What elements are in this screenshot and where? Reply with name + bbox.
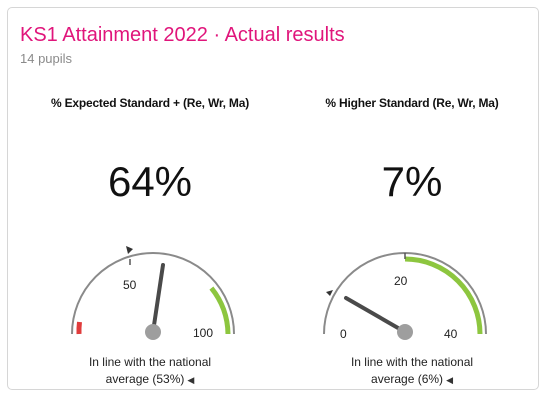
gauge-arc <box>71 252 235 335</box>
national-comparison: In line with the national average (6%) ◀ <box>282 354 542 389</box>
tick-label: 100 <box>193 326 213 340</box>
tick-label: 20 <box>394 274 408 288</box>
higher-standard-panel: % Higher Standard (Re, Wr, Ma) 7% 0 20 4… <box>282 92 542 392</box>
tick-label: 0 <box>340 327 347 341</box>
comparison-line-2: average (6%) <box>371 372 444 386</box>
card-title: KS1 Attainment 2022 · Actual results <box>20 24 345 46</box>
gauge-needle <box>151 263 165 334</box>
tick-label: 40 <box>444 327 458 341</box>
expected-standard-panel: % Expected Standard + (Re, Wr, Ma) 64% 5… <box>20 92 280 392</box>
gauge-higher: 0 20 40 <box>323 252 487 341</box>
gauge-hub <box>145 324 161 340</box>
pupil-count: 14 pupils <box>20 51 73 66</box>
comparison-line-1: In line with the national <box>350 355 474 369</box>
percentage-value: 64% <box>107 158 193 205</box>
triangle-left-icon: ◀ <box>187 375 195 385</box>
gauge-low-band <box>76 321 82 335</box>
panel-heading: % Expected Standard + (Re, Wr, Ma) <box>50 96 250 110</box>
national-average-marker <box>126 246 133 254</box>
gauge-needle <box>344 296 407 334</box>
national-comparison: In line with the national average (53%) ◀ <box>20 354 280 389</box>
gauge-expected: 50 100 <box>71 246 235 340</box>
triangle-left-icon: ◀ <box>446 375 453 385</box>
attainment-card: KS1 Attainment 2022 · Actual results 14 … <box>7 7 539 390</box>
gauge-arc <box>323 252 487 335</box>
tick-label: 50 <box>123 278 137 292</box>
gauge-good-band <box>404 256 483 335</box>
gauge-good-band <box>209 286 231 335</box>
comparison-line-1: In line with the national <box>88 355 212 369</box>
gauge-hub <box>397 324 413 340</box>
panel-heading: % Higher Standard (Re, Wr, Ma) <box>325 96 499 110</box>
percentage-value: 7% <box>381 158 443 205</box>
comparison-line-2: average (53%) <box>105 372 185 386</box>
national-average-marker <box>326 290 333 296</box>
